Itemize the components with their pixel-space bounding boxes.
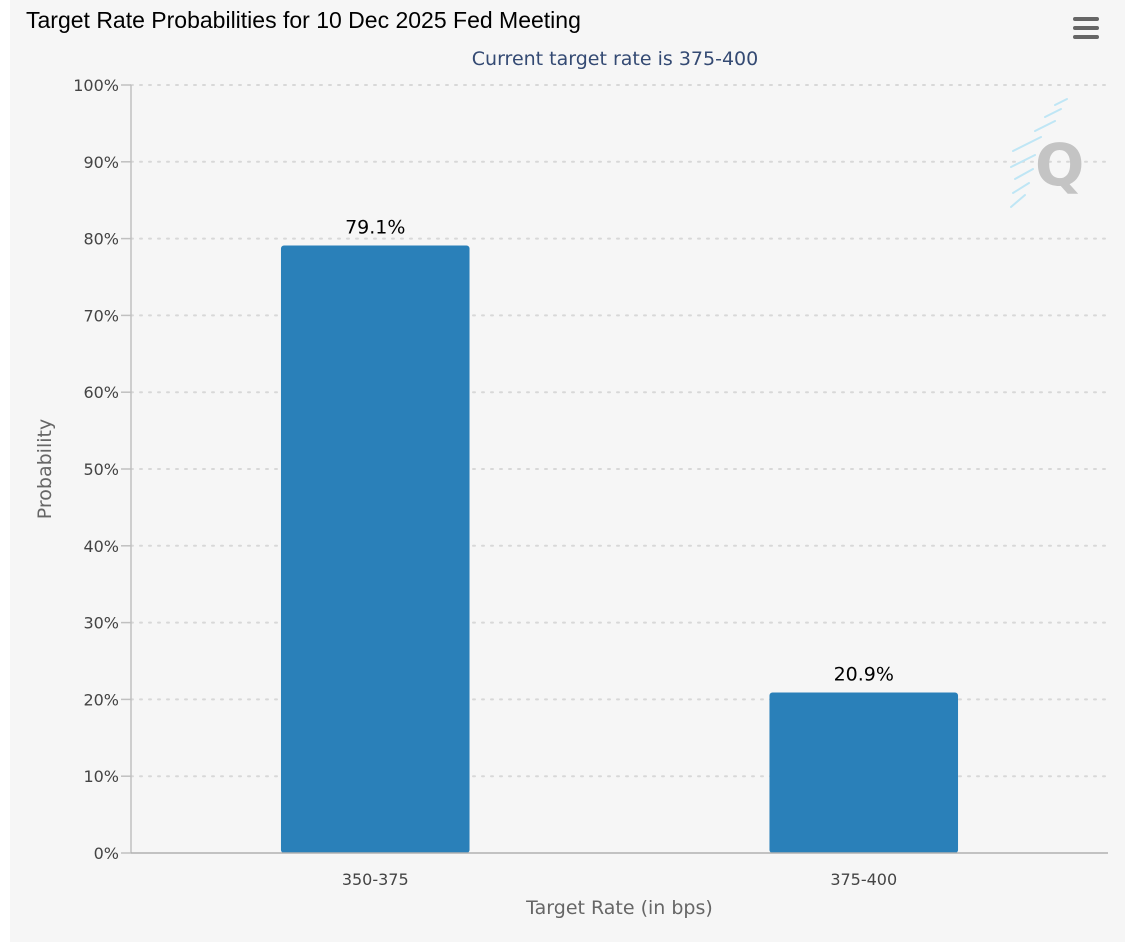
svg-text:Q: Q bbox=[1035, 131, 1084, 199]
chart-subtitle: Current target rate is 375-400 bbox=[471, 48, 759, 70]
y-tick-label: 50% bbox=[83, 460, 119, 479]
hamburger-menu-icon[interactable] bbox=[1071, 15, 1101, 41]
y-tick-label: 100% bbox=[73, 76, 119, 95]
axes bbox=[130, 85, 1108, 854]
labels: 0% 10% 20% 30% 40% 50% 60% 70% 80% 90% 100% 79.1% 35… bbox=[73, 76, 897, 889]
y-tick-label: 60% bbox=[83, 383, 119, 402]
y-tick-label: 10% bbox=[83, 767, 119, 786]
y-tick-label: 70% bbox=[83, 306, 119, 325]
y-tick-label: 20% bbox=[83, 690, 119, 709]
y-tick-label: 30% bbox=[83, 614, 119, 633]
bars bbox=[280, 245, 959, 854]
x-tick-label: 375-400 bbox=[830, 870, 897, 889]
y-tick-label: 80% bbox=[83, 230, 119, 249]
data-label: 20.9% bbox=[834, 663, 894, 685]
bar-350-375[interactable] bbox=[280, 245, 470, 854]
chart-title: Target Rate Probabilities for 10 Dec 202… bbox=[26, 7, 581, 33]
bar-375-400[interactable] bbox=[769, 692, 959, 853]
y-tick-label: 0% bbox=[94, 844, 119, 863]
data-label: 79.1% bbox=[345, 217, 405, 239]
y-tick-label: 40% bbox=[83, 537, 119, 556]
y-tick-label: 90% bbox=[83, 153, 119, 172]
x-tick-label: 350-375 bbox=[342, 870, 409, 889]
gridlines bbox=[121, 84, 1109, 854]
y-axis-title: Probability bbox=[34, 419, 56, 519]
x-axis-title: Target Rate (in bps) bbox=[525, 897, 713, 919]
q-logo-watermark: Q bbox=[1010, 98, 1084, 208]
